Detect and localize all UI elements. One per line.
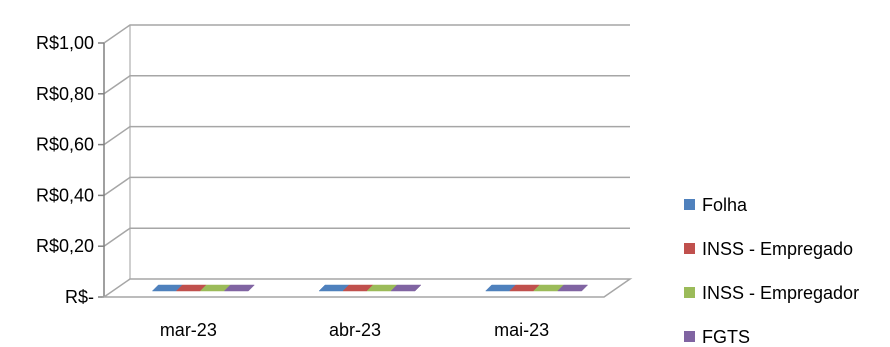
legend-swatch <box>684 287 695 298</box>
legend-swatch <box>684 243 695 254</box>
gridline <box>103 125 630 146</box>
legend: Folha INSS - Empregado INSS - Empregador FG… <box>684 195 859 347</box>
legend-label: FGTS <box>702 327 750 347</box>
gridline <box>103 176 630 197</box>
gridlines <box>103 24 630 247</box>
y-tick-label: R$- <box>65 287 94 307</box>
x-tick-label: mar-23 <box>160 320 217 340</box>
gridline <box>103 227 630 247</box>
bar <box>223 284 255 292</box>
gridline <box>103 75 630 95</box>
legend-swatch <box>684 331 695 342</box>
bar <box>390 284 422 292</box>
y-tick-label: R$0,80 <box>36 84 94 104</box>
y-tick-label: R$1,00 <box>36 33 94 53</box>
x-tick-label: abr-23 <box>329 320 381 340</box>
bar-group <box>151 284 589 292</box>
bar <box>557 284 589 292</box>
legend-swatch <box>684 199 695 210</box>
y-tick-label: R$0,40 <box>36 185 94 205</box>
value-axis <box>98 42 105 298</box>
x-tick-label: mai-23 <box>494 320 549 340</box>
y-tick-label: R$0,60 <box>36 135 94 155</box>
legend-label: Folha <box>702 195 748 215</box>
y-tick-labels: R$- R$0,20 R$0,40 R$0,60 R$0,80 R$1,00 <box>36 33 94 307</box>
gridline <box>103 24 630 44</box>
legend-label: INSS - Empregado <box>702 239 853 259</box>
category-labels: mar-23 abr-23 mai-23 <box>160 320 549 340</box>
y-tick-label: R$0,20 <box>36 236 94 256</box>
legend-label: INSS - Empregador <box>702 283 859 303</box>
